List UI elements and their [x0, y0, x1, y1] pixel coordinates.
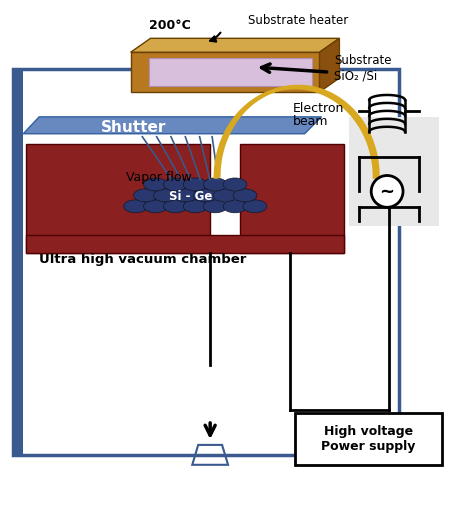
Text: Si - Ge: Si - Ge: [169, 190, 212, 203]
Ellipse shape: [193, 189, 217, 202]
Text: Power supply: Power supply: [321, 440, 415, 453]
Polygon shape: [131, 52, 319, 92]
Ellipse shape: [134, 189, 157, 202]
FancyBboxPatch shape: [349, 117, 439, 226]
Ellipse shape: [203, 200, 227, 213]
Ellipse shape: [243, 200, 267, 213]
Text: SiO₂ /Si: SiO₂ /Si: [335, 69, 378, 82]
Text: Shutter: Shutter: [101, 120, 166, 135]
Text: Substrate heater: Substrate heater: [248, 15, 348, 28]
Ellipse shape: [233, 189, 257, 202]
Ellipse shape: [164, 178, 187, 191]
Text: High voltage: High voltage: [324, 426, 413, 439]
Text: ~: ~: [380, 182, 395, 201]
Ellipse shape: [223, 178, 247, 191]
FancyBboxPatch shape: [295, 413, 442, 465]
Polygon shape: [131, 39, 339, 52]
Polygon shape: [319, 39, 339, 92]
Ellipse shape: [164, 200, 187, 213]
Circle shape: [371, 176, 403, 207]
FancyBboxPatch shape: [13, 69, 23, 455]
Ellipse shape: [203, 178, 227, 191]
Ellipse shape: [213, 189, 237, 202]
Ellipse shape: [223, 200, 247, 213]
Ellipse shape: [144, 200, 167, 213]
Ellipse shape: [124, 200, 147, 213]
Ellipse shape: [183, 178, 207, 191]
FancyBboxPatch shape: [26, 235, 345, 253]
Text: Substrate: Substrate: [335, 54, 392, 67]
Polygon shape: [148, 58, 311, 86]
Text: beam: beam: [292, 115, 328, 128]
Text: Electron: Electron: [292, 102, 344, 115]
FancyBboxPatch shape: [240, 144, 345, 253]
Ellipse shape: [144, 178, 167, 191]
Text: 200°C: 200°C: [148, 19, 190, 32]
Text: Vapor flow: Vapor flow: [126, 171, 191, 184]
Polygon shape: [23, 117, 321, 134]
Ellipse shape: [154, 189, 177, 202]
Text: Ultra high vacuum chamber: Ultra high vacuum chamber: [39, 253, 246, 266]
Ellipse shape: [173, 189, 197, 202]
Ellipse shape: [183, 200, 207, 213]
FancyBboxPatch shape: [26, 144, 210, 253]
